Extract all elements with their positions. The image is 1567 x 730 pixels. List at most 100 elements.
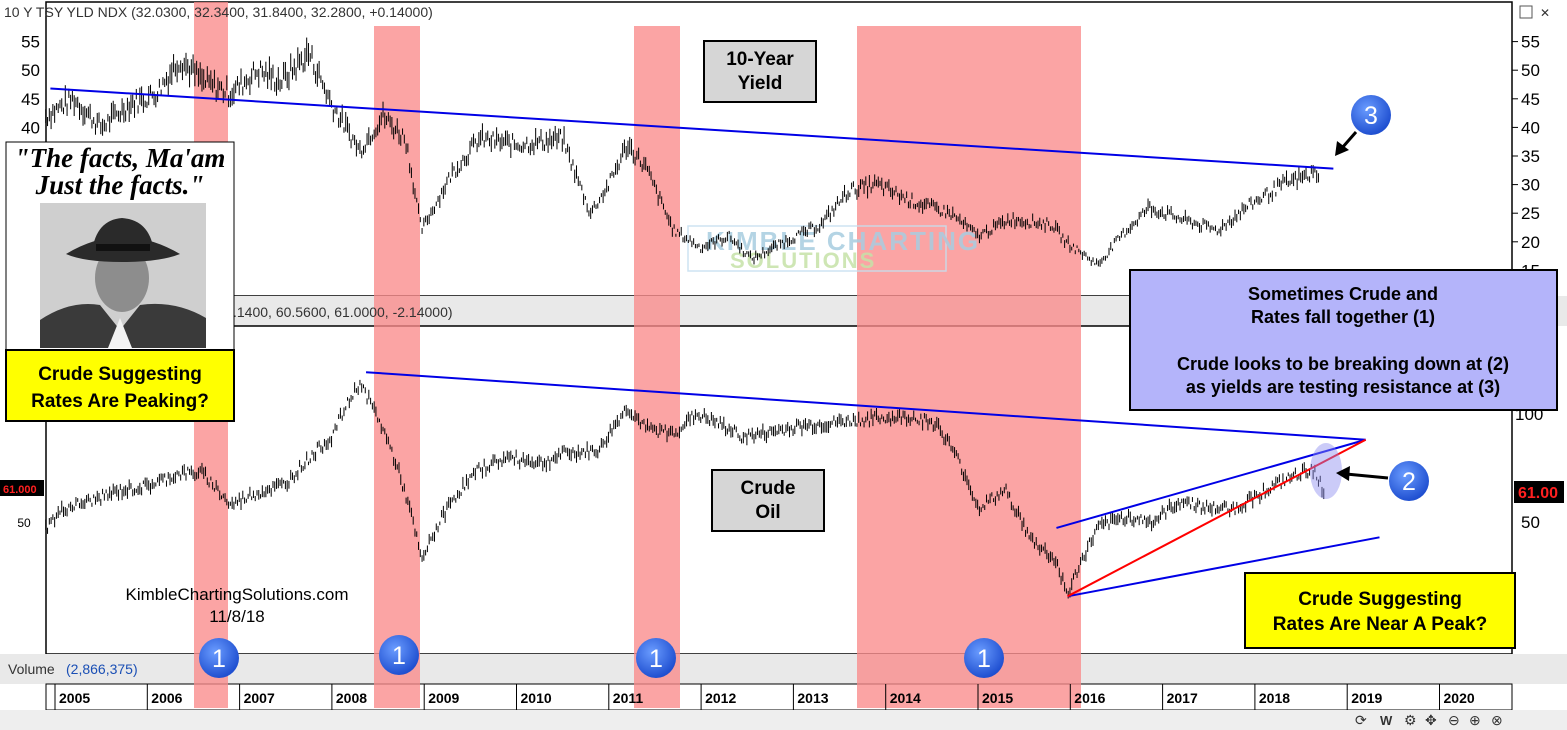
marker-3: 3 xyxy=(1351,95,1391,135)
svg-text:as yields are testing resista: as yields are testing resistance at (3) xyxy=(1186,377,1500,397)
year-label: 2014 xyxy=(890,690,921,706)
crude-axis: 50 50 xyxy=(17,513,1540,532)
marker-1-2006: 1 xyxy=(199,638,239,678)
left-yellow-callout: Crude Suggesting Rates Are Peaking? xyxy=(5,349,235,422)
svg-text:Rates Are Near A Peak?: Rates Are Near A Peak? xyxy=(1273,614,1487,635)
svg-text:Sometimes Crude and: Sometimes Crude and xyxy=(1248,284,1438,304)
yield-resistance-line xyxy=(50,87,1334,170)
gear-icon[interactable]: ⚙ xyxy=(1404,712,1417,728)
crude-price-tag: 61.00 xyxy=(1514,481,1564,503)
volume-bar xyxy=(0,654,1567,684)
yield-tick-right: 35 xyxy=(1521,147,1540,166)
yield-tick-right: 20 xyxy=(1521,233,1540,252)
close-icon[interactable]: ⊗ xyxy=(1491,712,1503,728)
toolbar-icons[interactable]: ⟳ W ⚙ ✥ ⊖ ⊕ ⊗ xyxy=(1355,712,1503,728)
marker-1-2015: 1 xyxy=(964,638,1004,678)
svg-text:1: 1 xyxy=(392,642,406,670)
zoom-out-icon[interactable]: ⊖ xyxy=(1448,712,1460,728)
svg-text:Rates fall together (1): Rates fall together (1) xyxy=(1251,307,1435,327)
crude-label-box: Crude Oil xyxy=(711,469,825,532)
breakdown-highlight xyxy=(1310,443,1342,499)
shade-2011 xyxy=(634,26,680,708)
marker-1-2011: 1 xyxy=(636,638,676,678)
svg-text:10-Year: 10-Year xyxy=(726,49,794,70)
x-axis-years: 2005 2006 2007 2008 2009 2010 2011 2012 2013 2014… xyxy=(54,684,1475,710)
crude-left-tag: 61.000 xyxy=(0,480,44,496)
trendlines xyxy=(50,87,1380,598)
year-label: 2018 xyxy=(1259,690,1290,706)
quote-panel: "The facts, Ma'am Just the facts." xyxy=(5,141,235,351)
arrow-to-2 xyxy=(1336,466,1389,481)
year-label: 2013 xyxy=(797,690,828,706)
svg-text:Crude Suggesting: Crude Suggesting xyxy=(1298,589,1462,610)
year-label: 2012 xyxy=(705,690,736,706)
right-yellow-callout: Crude Suggesting Rates Are Near A Peak? xyxy=(1244,572,1516,649)
year-label: 2007 xyxy=(244,690,275,706)
svg-text:61.000: 61.000 xyxy=(3,484,37,496)
crude-resistance-line xyxy=(365,371,1366,441)
yield-tick-right: 40 xyxy=(1521,118,1540,137)
weekly-icon[interactable]: W xyxy=(1380,713,1393,728)
year-label: 2009 xyxy=(428,690,459,706)
bottom-toolbar xyxy=(0,710,1567,730)
marker-2: 2 xyxy=(1389,461,1429,501)
shade-2008 xyxy=(374,26,420,708)
year-label: 2005 xyxy=(59,690,90,706)
svg-text:1: 1 xyxy=(649,645,663,673)
year-label: 2006 xyxy=(151,690,182,706)
svg-text:Oil: Oil xyxy=(755,502,780,523)
marker-1-2008: 1 xyxy=(379,635,419,675)
yield-tick-right: 45 xyxy=(1521,90,1540,109)
yield-tick-right: 25 xyxy=(1521,204,1540,223)
svg-text:KIMBLE CHARTING: KIMBLE CHARTING xyxy=(706,226,980,256)
svg-text:Crude: Crude xyxy=(741,478,796,499)
yield-tick-right: 50 xyxy=(1521,61,1540,80)
volume-label: Volume xyxy=(8,661,55,677)
quote-line-1: "The facts, Ma'am xyxy=(15,143,226,173)
move-icon[interactable]: ✥ xyxy=(1425,712,1437,728)
yield-tick-right: 55 xyxy=(1521,33,1540,52)
yield-tick-left: 40 xyxy=(21,118,40,137)
yield-tick-left: 45 xyxy=(21,90,40,109)
yield-tick-left: 50 xyxy=(21,61,40,80)
volume-value: (2,866,375) xyxy=(66,661,138,677)
chart-date: 11/8/18 xyxy=(209,607,264,626)
crude-tick-right: 50 xyxy=(1521,513,1540,532)
crude-tick-left: 50 xyxy=(17,516,31,530)
site-credit: KimbleChartingSolutions.com xyxy=(126,585,349,604)
year-label: 2017 xyxy=(1167,690,1198,706)
svg-text:61.00: 61.00 xyxy=(1518,485,1558,502)
year-label: 2016 xyxy=(1074,690,1105,706)
refresh-icon[interactable]: ⟳ xyxy=(1355,712,1367,728)
yield-label-box: 10-Year Yield xyxy=(703,40,817,103)
svg-text:Crude looks to be breaking dow: Crude looks to be breaking down at (2) xyxy=(1177,354,1509,374)
svg-text:2: 2 xyxy=(1402,468,1416,496)
year-label: 2008 xyxy=(336,690,367,706)
crude-channel-top xyxy=(1056,438,1366,529)
year-label: 2010 xyxy=(521,690,552,706)
panel-controls[interactable]: ✕ xyxy=(1519,5,1550,20)
crude-header: .1400, 60.5600, 61.0000, -2.14000) xyxy=(233,304,453,320)
watermark: KIMBLE CHARTING SOLUTIONS xyxy=(687,225,980,273)
yield-tick-left: 55 xyxy=(21,33,40,52)
note-box: Sometimes Crude and Rates fall together … xyxy=(1129,269,1558,411)
year-label: 2015 xyxy=(982,690,1013,706)
svg-text:Crude Suggesting: Crude Suggesting xyxy=(38,364,202,385)
crude-support-line xyxy=(1067,438,1367,598)
year-label: 2011 xyxy=(613,690,644,706)
svg-text:1: 1 xyxy=(212,645,226,673)
yield-tick-right: 30 xyxy=(1521,176,1540,195)
yield-series xyxy=(45,37,1319,267)
zoom-in-icon[interactable]: ⊕ xyxy=(1469,712,1481,728)
svg-text:1: 1 xyxy=(977,645,991,673)
yield-header: 10 Y TSY YLD NDX (32.0300, 32.3400, 31.8… xyxy=(4,4,433,20)
close-icon[interactable]: ✕ xyxy=(1540,6,1550,20)
crude-channel-bottom xyxy=(1067,536,1380,598)
svg-text:Yield: Yield xyxy=(738,73,783,94)
year-label: 2020 xyxy=(1444,690,1475,706)
year-label: 2019 xyxy=(1351,690,1382,706)
arrow-to-3 xyxy=(1335,131,1358,156)
svg-text:3: 3 xyxy=(1364,102,1378,130)
portrait-photo xyxy=(40,203,206,348)
